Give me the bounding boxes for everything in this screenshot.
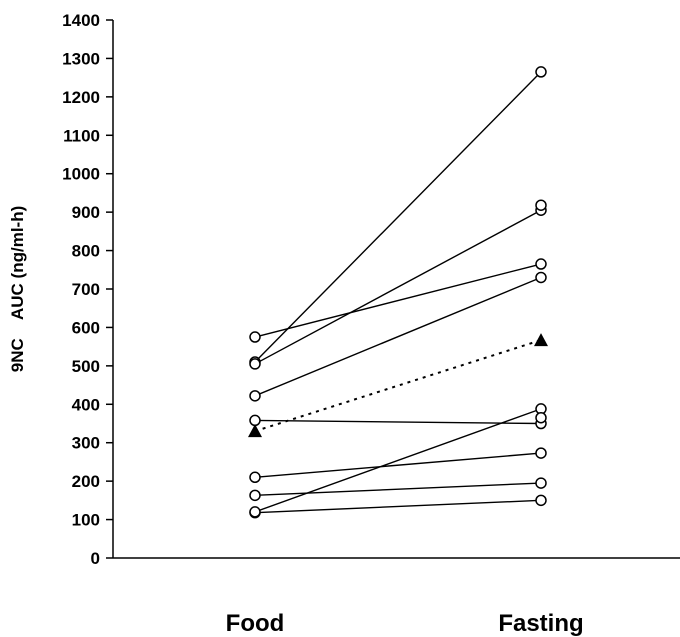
x-category-label: Food	[226, 610, 285, 637]
data-point	[249, 331, 261, 343]
series-line	[254, 71, 542, 363]
y-axis-title: 9NC AUC (ng/ml-h)	[8, 206, 27, 373]
data-point	[249, 489, 261, 502]
data-point	[535, 477, 547, 489]
series-line	[254, 408, 542, 513]
mean-series-line	[254, 339, 542, 433]
x-category-labels: Food Fasting	[226, 610, 584, 637]
y-tick-label: 900	[72, 203, 100, 222]
y-tick-label: 1200	[62, 88, 100, 107]
data-point	[249, 390, 261, 402]
y-tick-label: 700	[72, 280, 100, 299]
series-line	[254, 276, 542, 397]
data-point	[535, 199, 547, 211]
y-tick-label: 1400	[62, 11, 100, 30]
data-points	[248, 66, 548, 519]
y-tick-label: 600	[72, 318, 100, 337]
y-tick-label: 200	[72, 472, 100, 491]
data-point	[535, 258, 547, 270]
series-line	[254, 263, 542, 338]
y-tick-label: 1300	[62, 49, 100, 68]
series-lines	[254, 71, 542, 514]
series-line	[254, 209, 542, 365]
series-line	[254, 499, 542, 514]
series-line	[254, 452, 542, 478]
data-point	[249, 414, 261, 427]
y-tick-label: 400	[72, 395, 100, 414]
y-tick-label: 800	[72, 242, 100, 261]
y-tick-label: 300	[72, 434, 100, 453]
y-tick-label: 100	[72, 511, 100, 530]
data-point	[249, 471, 261, 484]
mean-point	[534, 333, 548, 347]
data-point	[535, 66, 547, 78]
data-point	[535, 271, 547, 284]
y-ticks: 0 100 200 300 400 500 600 700 800 900 1000 1100 1200…	[62, 11, 113, 568]
y-tick-label: 500	[72, 357, 100, 376]
data-point	[535, 411, 547, 424]
y-tick-label: 0	[91, 549, 100, 568]
y-tick-label: 1000	[62, 165, 100, 184]
data-point	[249, 358, 261, 370]
mean-point	[248, 424, 262, 438]
data-point	[535, 494, 547, 507]
x-category-label: Fasting	[498, 610, 583, 637]
series-line	[254, 482, 542, 497]
series-line	[254, 419, 542, 425]
y-tick-label: 1100	[63, 126, 100, 145]
data-point	[249, 506, 261, 518]
data-point	[535, 447, 547, 459]
